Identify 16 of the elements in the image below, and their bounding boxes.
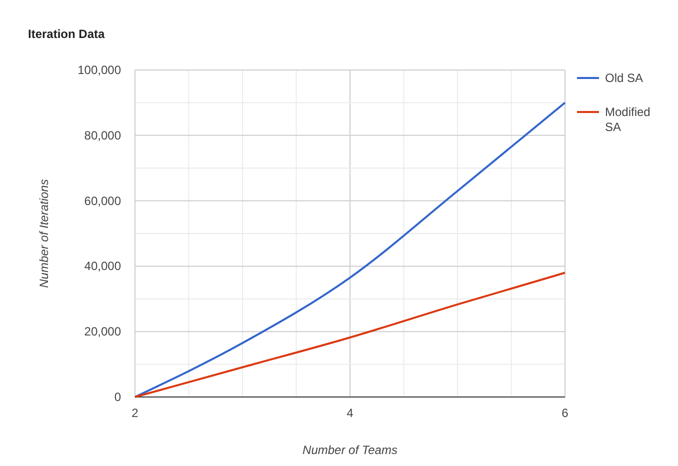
y-tick-label: 40,000: [84, 259, 122, 274]
line-series: [134, 272, 566, 398]
x-tick-label: 6: [562, 406, 569, 420]
y-tick-label: 20,000: [84, 324, 122, 339]
chart-title: Iteration Data: [28, 27, 106, 41]
legend-label: Old SA: [605, 71, 644, 85]
line-series: [134, 102, 566, 398]
x-tick-label: 2: [132, 406, 139, 420]
x-axis-title: Number of Teams: [302, 443, 398, 457]
y-tick-label: 60,000: [84, 194, 122, 208]
y-tick-label: 0: [114, 390, 122, 404]
y-tick-label: 100,000: [78, 63, 122, 77]
y-tick-label: 80,000: [84, 128, 122, 142]
legend-label: Modified SA: [605, 105, 650, 134]
x-tick-label: 4: [346, 406, 354, 420]
y-axis-title: Number of Iterations: [37, 179, 51, 288]
